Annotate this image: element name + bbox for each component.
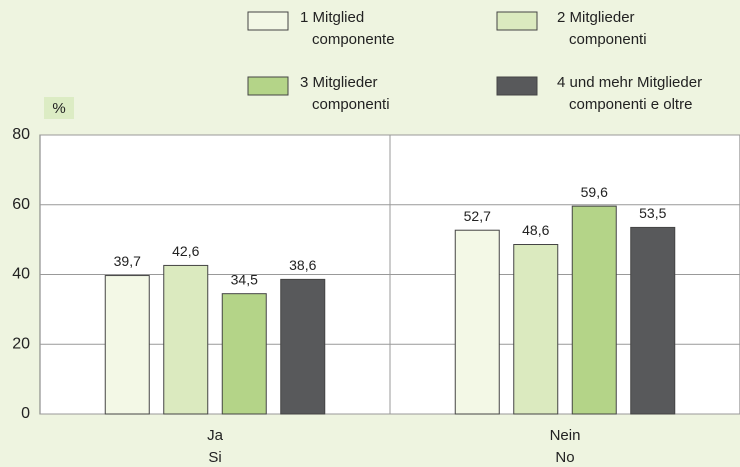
data-label: 38,6	[289, 257, 316, 273]
y-tick-label: 40	[12, 266, 30, 283]
bar	[571, 205, 617, 415]
x-tick-label: Ja Si	[207, 427, 224, 466]
data-label: 53,5	[639, 205, 666, 221]
unit-box	[44, 97, 74, 119]
legend-label: 4 und mehr Mitglieder componenti e oltre	[557, 74, 702, 113]
bar	[221, 293, 267, 415]
x-tick-label: Nein No	[550, 427, 581, 466]
bar	[454, 229, 500, 415]
y-axis-label: %	[52, 100, 65, 117]
legend-label: 1 Mitglied componente	[300, 9, 395, 48]
bar	[163, 264, 209, 415]
data-label: 48,6	[522, 222, 549, 238]
data-label: 52,7	[464, 208, 491, 224]
bar	[630, 226, 676, 415]
legend-swatch	[247, 76, 289, 96]
y-tick-label: 0	[21, 405, 30, 422]
y-tick-label: 20	[12, 335, 30, 352]
bar	[104, 275, 150, 415]
legend-swatch	[496, 76, 538, 96]
y-tick-label: 60	[12, 196, 30, 213]
bar	[513, 244, 559, 415]
data-label: 59,6	[581, 184, 608, 200]
y-tick-label: 80	[12, 126, 30, 143]
legend-swatch	[247, 11, 289, 31]
data-label: 39,7	[114, 253, 141, 269]
legend-swatch	[496, 11, 538, 31]
legend-label: 2 Mitglieder componenti	[557, 9, 647, 48]
bar	[280, 278, 326, 415]
legend-label: 3 Mitglieder componenti	[300, 74, 390, 113]
data-label: 42,6	[172, 243, 199, 259]
data-label: 34,5	[231, 271, 258, 287]
